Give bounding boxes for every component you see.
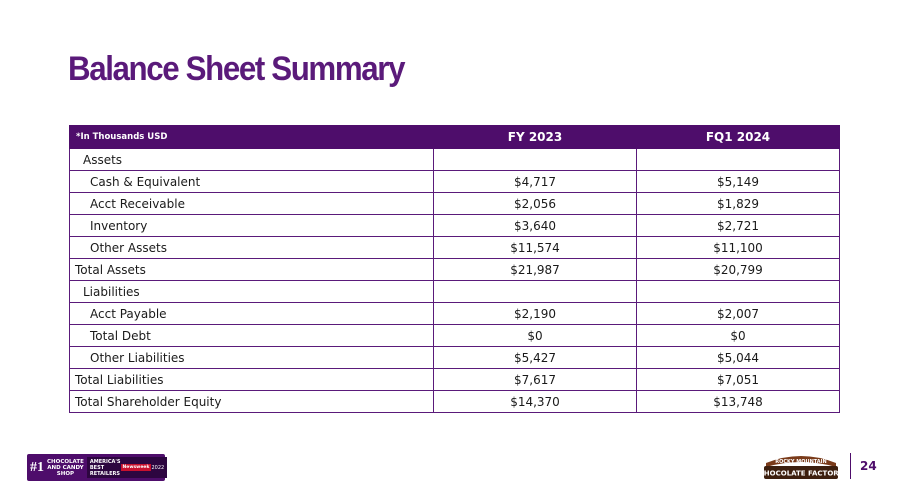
value-fq1-2024: $20,799 xyxy=(636,258,840,281)
badge-text: CHOCOLATE AND CANDY SHOP xyxy=(47,458,84,477)
table-row: Total Assets $21,987 $20,799 xyxy=(69,258,840,281)
table-row: Cash & Equivalent $4,717 $5,149 xyxy=(69,170,840,193)
value-fy2023: $2,190 xyxy=(433,302,637,325)
table-row: Total Debt $0 $0 xyxy=(69,324,840,347)
value-fy2023: $7,617 xyxy=(433,368,637,391)
value-fq1-2024: $2,007 xyxy=(636,302,840,325)
value-fq1-2024: $7,051 xyxy=(636,368,840,391)
value-fy2023: $2,056 xyxy=(433,192,637,215)
table-row: Other Liabilities $5,427 $5,044 xyxy=(69,346,840,369)
value-fq1-2024 xyxy=(636,280,840,303)
row-label: Cash & Equivalent xyxy=(69,170,434,193)
row-label: Other Liabilities xyxy=(69,346,434,369)
value-fy2023: $3,640 xyxy=(433,214,637,237)
value-fq1-2024: $0 xyxy=(636,324,840,347)
value-fq1-2024: $13,748 xyxy=(636,390,840,413)
row-label: Acct Payable xyxy=(69,302,434,325)
table-header-row: *In Thousands USD FY 2023 FQ1 2024 xyxy=(69,125,840,149)
table-row: Liabilities xyxy=(69,280,840,303)
table-row: Total Liabilities $7,617 $7,051 xyxy=(69,368,840,391)
row-label: Inventory xyxy=(69,214,434,237)
logo-bottom-text: CHOCOLATE FACTORY xyxy=(762,470,840,478)
column-header-fq1-2024: FQ1 2024 xyxy=(636,125,840,149)
award-publisher: Newsweek xyxy=(120,464,152,471)
table-row: Total Shareholder Equity $14,370 $13,748 xyxy=(69,390,840,413)
value-fq1-2024: $2,721 xyxy=(636,214,840,237)
award-text: AMERICA'S BEST RETAILERS xyxy=(89,458,121,477)
value-fq1-2024: $11,100 xyxy=(636,236,840,259)
units-label: *In Thousands USD xyxy=(69,125,434,149)
award-year: 2022 xyxy=(151,464,165,471)
value-fq1-2024: $1,829 xyxy=(636,192,840,215)
value-fy2023: $0 xyxy=(433,324,637,347)
row-label: Total Assets xyxy=(69,258,434,281)
award-badge: #1 CHOCOLATE AND CANDY SHOP AMERICA'S BE… xyxy=(27,454,168,481)
table-row: Other Assets $11,574 $11,100 xyxy=(69,236,840,259)
value-fy2023 xyxy=(433,280,637,303)
value-fy2023: $4,717 xyxy=(433,170,637,193)
value-fy2023 xyxy=(433,148,637,171)
row-label: Assets xyxy=(69,148,434,171)
row-label: Total Liabilities xyxy=(69,368,434,391)
page-title: Balance Sheet Summary xyxy=(68,50,405,88)
value-fy2023: $21,987 xyxy=(433,258,637,281)
value-fq1-2024: $5,044 xyxy=(636,346,840,369)
row-label: Other Assets xyxy=(69,236,434,259)
logo-top-text: ROCKY MOUNTAIN xyxy=(775,459,826,465)
column-header-fy2023: FY 2023 xyxy=(433,125,637,149)
footer-divider xyxy=(850,453,851,479)
row-label: Acct Receivable xyxy=(69,192,434,215)
retailers-award: AMERICA'S BEST RETAILERS Newsweek 2022 xyxy=(86,457,168,478)
value-fq1-2024: $5,149 xyxy=(636,170,840,193)
row-label: Total Debt xyxy=(69,324,434,347)
table-row: Acct Payable $2,190 $2,007 xyxy=(69,302,840,325)
balance-sheet-table: *In Thousands USD FY 2023 FQ1 2024 Asset… xyxy=(69,125,840,413)
badge-rank: #1 xyxy=(30,459,44,475)
value-fy2023: $14,370 xyxy=(433,390,637,413)
table-row: Acct Receivable $2,056 $1,829 xyxy=(69,192,840,215)
value-fy2023: $5,427 xyxy=(433,346,637,369)
table-row: Assets xyxy=(69,148,840,171)
company-logo: ROCKY MOUNTAIN CHOCOLATE FACTORY xyxy=(762,456,840,479)
row-label: Total Shareholder Equity xyxy=(69,390,434,413)
page-number: 24 xyxy=(860,459,877,473)
value-fy2023: $11,574 xyxy=(433,236,637,259)
table-body: Assets Cash & Equivalent $4,717 $5,149 Acct … xyxy=(69,148,840,413)
row-label: Liabilities xyxy=(69,280,434,303)
value-fq1-2024 xyxy=(636,148,840,171)
table-row: Inventory $3,640 $2,721 xyxy=(69,214,840,237)
